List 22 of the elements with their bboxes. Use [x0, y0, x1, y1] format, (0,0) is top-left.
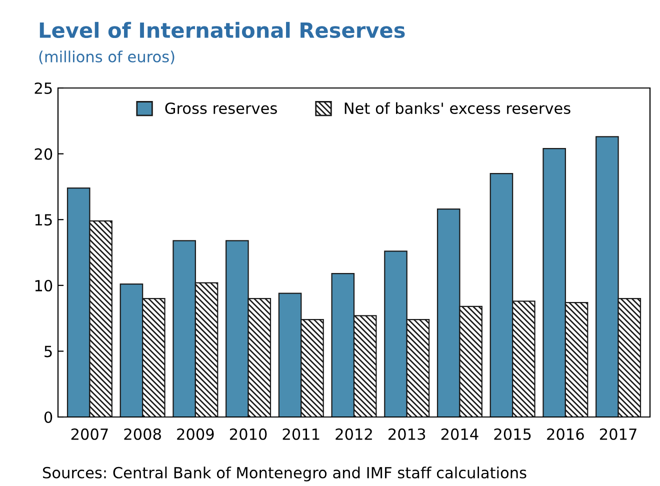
x-tick-label: 2008 — [124, 428, 161, 440]
source-note: Sources: Central Bank of Montenegro and IMF staff calculations — [43, 466, 526, 482]
x-tick-label: 2011 — [282, 428, 320, 440]
x-tick-label: 2015 — [494, 428, 531, 440]
x-tick-label: 2012 — [336, 428, 372, 440]
y-tick-label: 10 — [35, 280, 52, 292]
x-tick-label: 2014 — [441, 428, 478, 440]
chart-title: Level of International Reserves — [40, 22, 405, 38]
y-tick-label: 25 — [34, 82, 52, 94]
x-tick-label: 2010 — [230, 428, 267, 440]
legend-label: Gross reserves — [165, 102, 277, 114]
y-tick-label: 15 — [35, 214, 52, 226]
chart-subtitle: (millions of euros) — [39, 50, 174, 64]
x-tick-label: 2013 — [388, 428, 426, 440]
x-tick-label: 2007 — [71, 428, 108, 440]
x-tick-label: 2016 — [547, 428, 584, 440]
x-tick-label: 2009 — [177, 428, 214, 440]
x-tick-label: 2017 — [600, 428, 636, 440]
y-tick-label: 20 — [34, 148, 52, 160]
y-tick-label: 5 — [44, 346, 52, 358]
legend-label: Net of banks' excess reserves — [344, 102, 570, 114]
y-tick-label: 0 — [44, 411, 52, 424]
